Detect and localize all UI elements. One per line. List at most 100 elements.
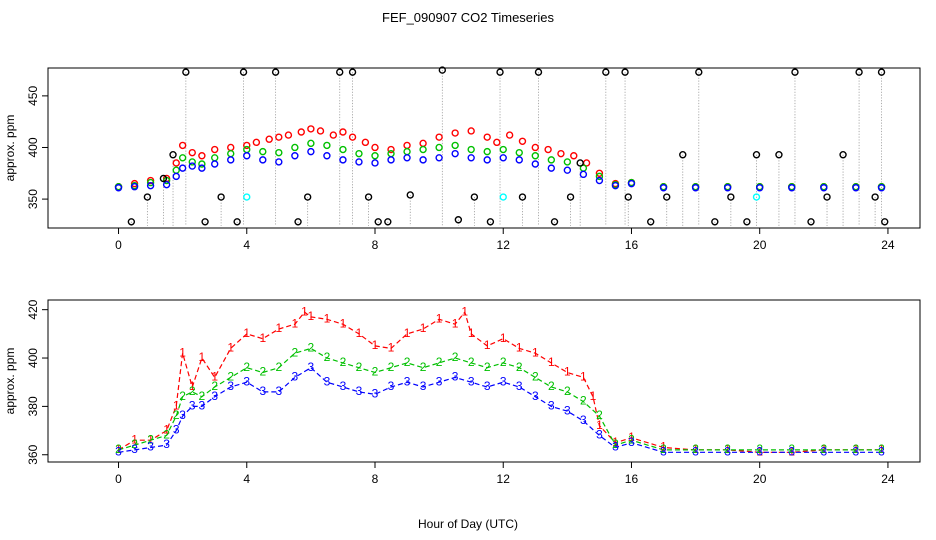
- bottom-series-3-marker: 3: [259, 384, 266, 398]
- bottom-series-2-marker: 2: [436, 355, 443, 369]
- bottom-series-1-marker: 1: [131, 432, 138, 446]
- chart-title: FEF_090907 CO2 Timeseries: [382, 10, 554, 25]
- bottom-series-1-marker: 1: [468, 326, 475, 340]
- top-series-3-point: [467, 154, 475, 162]
- top-series-4-point: [823, 193, 831, 201]
- bottom-series-1-marker: 1: [452, 316, 459, 330]
- top-panel: 0 4 8 12 16 20 24 350 400 450 approx. ppm: [3, 66, 921, 252]
- top-series-1-point: [348, 133, 357, 141]
- top-series-1-point: [483, 133, 491, 141]
- top-series-4-point: [839, 151, 847, 159]
- top-series-4-point: [576, 159, 584, 167]
- bottom-series-1-marker: 1: [612, 435, 619, 449]
- top-series-1-point: [339, 128, 347, 136]
- bottom-series-2-marker: 2: [292, 345, 299, 359]
- top-series-5-point: [752, 193, 761, 201]
- top-series-4-point: [621, 68, 629, 76]
- bottom-series-1-marker: 1: [179, 345, 186, 359]
- top-series-2-point: [355, 149, 363, 158]
- top-series-3-point: [178, 164, 187, 172]
- bottom-series-1-marker: 1: [259, 331, 266, 345]
- top-series-3-point: [852, 184, 860, 192]
- top-series-3-point: [243, 152, 251, 160]
- bottom-series-3-marker: 3: [356, 384, 363, 398]
- top-series-4-point: [233, 218, 241, 226]
- top-series-3-point: [339, 156, 347, 164]
- top-series-1-point: [284, 131, 293, 139]
- top-series-3-point: [531, 160, 539, 168]
- top-series-2-point: [595, 172, 604, 181]
- top-series-4-point: [752, 151, 761, 159]
- bottom-x-tick-label: 8: [372, 472, 379, 486]
- bottom-series-2-marker: 2: [564, 384, 571, 398]
- bottom-series-1-marker: 1: [820, 442, 827, 456]
- bottom-series-1-marker: 1: [420, 321, 427, 335]
- top-series-2-point: [291, 143, 299, 152]
- bottom-series-2-marker: 2: [340, 355, 347, 369]
- top-series-4-point: [791, 68, 799, 76]
- top-series-3-point: [198, 164, 206, 172]
- bottom-series-1-marker: 1: [724, 442, 731, 456]
- top-series-4-point: [169, 151, 177, 159]
- top-series-5-point: [243, 193, 251, 201]
- top-series-2-point: [172, 166, 180, 174]
- top-series-3-point: [756, 184, 764, 192]
- bottom-series-1-marker: 1: [340, 316, 347, 330]
- top-series-3-point: [275, 158, 283, 166]
- top-series-1-point: [467, 127, 475, 135]
- bottom-series-3-marker: 3: [388, 379, 395, 393]
- top-series-4-point: [406, 191, 414, 199]
- bottom-series-2-marker: 2: [516, 360, 523, 374]
- bottom-series-1-marker: 1: [275, 321, 282, 335]
- bottom-series-3-marker: 3: [564, 403, 571, 417]
- bottom-series-3-marker: 3: [660, 445, 667, 459]
- top-series-1-point: [570, 152, 578, 160]
- bottom-series-1-marker: 1: [243, 326, 250, 340]
- top-series-1-point: [361, 138, 370, 147]
- bottom-series-3-marker: 3: [243, 374, 250, 388]
- bottom-series-1-marker: 1: [692, 442, 699, 456]
- top-series-2-point: [178, 154, 187, 162]
- bottom-series-2-marker: 2: [227, 370, 234, 384]
- bottom-series-1-marker: 1: [308, 309, 315, 323]
- bottom-series-1-marker: 1: [189, 379, 196, 393]
- top-series-3-point: [130, 183, 139, 191]
- bottom-series-1-marker: 1: [147, 432, 154, 446]
- top-series-2-point: [211, 154, 219, 162]
- top-series-2-point: [323, 141, 331, 150]
- top-series-3-point: [307, 147, 315, 156]
- bottom-series-2-marker: 2: [115, 442, 122, 456]
- bottom-series-2-marker: 2: [612, 437, 619, 451]
- bottom-series-1-line: [118, 310, 882, 453]
- top-y-tick-label: 400: [26, 137, 40, 157]
- top-series-2-point: [531, 152, 539, 160]
- bottom-series-3-marker: 3: [532, 389, 539, 403]
- top-series-3-point: [451, 149, 459, 158]
- bottom-series-3-marker: 3: [692, 445, 699, 459]
- top-series-4-point: [294, 218, 302, 226]
- top-series-2-point: [371, 152, 379, 160]
- bottom-series-3-marker: 3: [147, 440, 154, 454]
- top-series-3-point: [547, 164, 556, 172]
- bottom-series-1-marker: 1: [356, 326, 363, 340]
- top-series-2-point: [451, 141, 459, 150]
- bottom-series-2-marker: 2: [324, 350, 331, 364]
- top-series-2-point: [467, 145, 475, 154]
- top-series-2-point: [499, 145, 507, 154]
- top-series-2-point: [259, 147, 267, 156]
- bottom-series-3-marker: 3: [227, 379, 234, 393]
- bottom-y-tick-label: 420: [26, 299, 40, 319]
- top-series-3-point: [788, 184, 796, 192]
- top-series-2-point: [435, 143, 443, 152]
- bottom-series-2-marker: 2: [179, 389, 186, 403]
- top-series-3-point: [627, 179, 636, 188]
- top-series-4-point: [711, 218, 719, 226]
- top-series-4-point: [602, 68, 610, 76]
- bottom-series-1-marker: 1: [548, 355, 555, 369]
- top-series-4-point: [336, 68, 344, 76]
- top-series-1-point: [227, 143, 235, 152]
- bottom-x-tick-label: 0: [115, 472, 122, 486]
- top-y-tick-label: 450: [26, 86, 40, 106]
